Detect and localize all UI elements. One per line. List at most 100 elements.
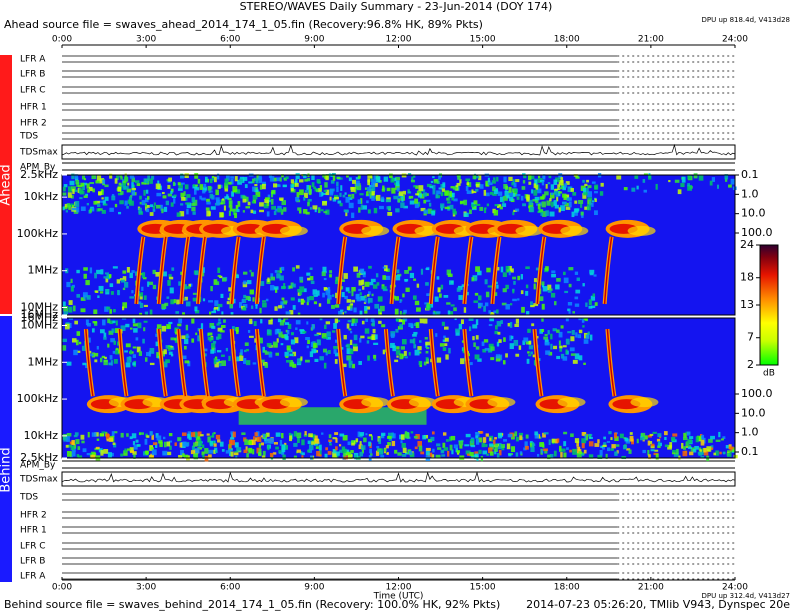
noise	[290, 359, 293, 366]
noise	[574, 438, 580, 443]
noise	[286, 345, 291, 351]
noise	[144, 438, 148, 445]
noise	[288, 432, 292, 436]
noise	[508, 176, 513, 182]
noise	[496, 266, 500, 271]
noise	[418, 185, 424, 191]
noise	[99, 178, 104, 184]
noise	[558, 207, 561, 213]
noise	[413, 344, 417, 349]
noise	[111, 328, 115, 333]
noise	[559, 346, 563, 352]
noise	[340, 309, 344, 312]
noise	[404, 356, 408, 359]
noise	[415, 185, 419, 189]
noise	[271, 190, 276, 194]
noise	[140, 292, 144, 297]
noise	[214, 450, 218, 454]
noise	[502, 272, 507, 278]
colorbar-tick-label: 13	[740, 298, 754, 311]
noise	[210, 337, 214, 341]
noise	[614, 436, 619, 442]
noise	[75, 439, 80, 445]
noise	[459, 444, 463, 449]
noise	[112, 266, 118, 269]
noise	[485, 444, 488, 448]
noise	[321, 192, 327, 195]
noise	[242, 210, 245, 213]
noise	[274, 270, 278, 273]
noise	[271, 205, 277, 210]
noise	[228, 448, 232, 452]
noise	[242, 198, 247, 203]
noise	[385, 275, 391, 281]
noise	[607, 447, 611, 452]
noise	[477, 270, 482, 276]
noise	[252, 194, 258, 200]
noise	[200, 323, 204, 329]
noise	[339, 202, 343, 207]
noise	[728, 446, 734, 450]
noise	[289, 353, 294, 357]
y-tick-label: 100kHz	[17, 392, 59, 405]
noise	[531, 442, 535, 448]
noise	[486, 267, 491, 273]
noise	[346, 175, 349, 178]
noise	[687, 439, 693, 444]
noise	[608, 431, 612, 435]
noise	[534, 433, 539, 439]
noise	[588, 454, 594, 459]
noise	[447, 201, 451, 204]
noise	[558, 191, 563, 194]
noise	[588, 441, 594, 447]
noise	[209, 178, 213, 184]
noise	[88, 186, 93, 192]
noise	[329, 196, 332, 201]
noise	[171, 267, 175, 271]
noise	[120, 432, 124, 438]
noise	[333, 349, 337, 354]
noise	[715, 450, 719, 456]
noise	[113, 359, 118, 364]
noise	[518, 345, 522, 350]
noise	[599, 450, 603, 456]
noise	[280, 209, 284, 215]
noise	[562, 271, 566, 276]
noise	[422, 435, 427, 440]
noise	[681, 442, 684, 449]
noise	[590, 295, 596, 301]
noise	[177, 437, 182, 442]
noise	[311, 440, 315, 443]
noise	[377, 308, 381, 312]
noise	[538, 209, 543, 213]
noise	[395, 176, 400, 181]
noise	[182, 441, 187, 447]
noise	[306, 296, 310, 303]
noise	[206, 198, 210, 202]
noise	[549, 288, 553, 291]
noise	[541, 201, 546, 208]
noise	[227, 197, 232, 201]
noise	[279, 319, 285, 326]
noise	[572, 311, 576, 314]
noise	[167, 346, 171, 351]
noise	[73, 305, 76, 312]
noise	[482, 348, 487, 353]
noise	[432, 184, 436, 189]
noise	[170, 202, 174, 207]
noise	[91, 175, 97, 180]
noise	[261, 455, 266, 458]
noise	[316, 332, 322, 335]
noise	[600, 182, 604, 187]
noise	[210, 206, 216, 210]
noise	[383, 176, 389, 182]
noise	[339, 192, 342, 197]
noise	[161, 307, 166, 311]
noise	[505, 303, 510, 310]
noise	[550, 343, 553, 350]
noise	[348, 362, 352, 368]
noise	[528, 199, 533, 206]
noise	[347, 441, 351, 446]
noise	[314, 442, 319, 446]
noise	[411, 176, 414, 181]
